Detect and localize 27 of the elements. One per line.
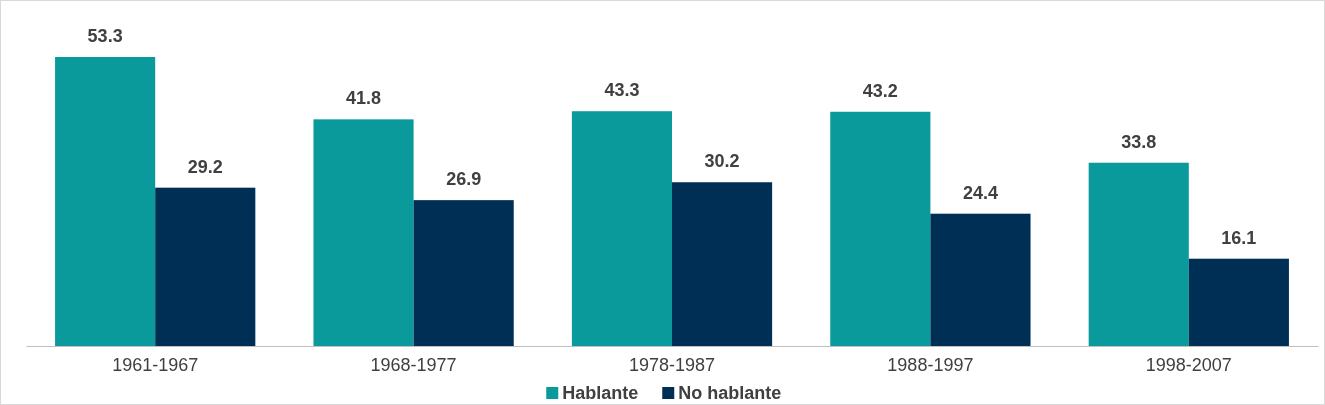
- data-label: 33.8: [1121, 131, 1157, 152]
- data-label: 43.2: [862, 80, 898, 101]
- data-label: 16.1: [1221, 227, 1257, 248]
- x-tick-label: 1968-1977: [370, 354, 457, 375]
- x-tick-label: 1978-1987: [628, 354, 716, 375]
- data-label: 29.2: [187, 156, 223, 177]
- bar: [55, 57, 156, 346]
- bar: [672, 182, 773, 346]
- bar: [930, 213, 1031, 346]
- bar: [313, 119, 414, 346]
- bar: [1088, 162, 1189, 346]
- x-tick-label: 1998-2007: [1145, 354, 1232, 375]
- data-label: 53.3: [87, 26, 123, 46]
- bar: [413, 200, 514, 346]
- legend-label: No hablante: [678, 383, 782, 404]
- legend-label: Hablante: [562, 383, 639, 404]
- x-tick-label: 1961-1967: [112, 354, 199, 375]
- data-label: 43.3: [604, 80, 640, 101]
- bar: [155, 187, 256, 346]
- data-label: 30.2: [704, 151, 740, 172]
- bar: [1188, 258, 1289, 346]
- bar: [571, 111, 672, 346]
- data-label: 24.4: [962, 182, 998, 203]
- data-label: 26.9: [446, 169, 482, 190]
- data-label: 41.8: [346, 88, 382, 109]
- x-tick-label: 1988-1997: [887, 354, 974, 375]
- bar: [830, 111, 931, 346]
